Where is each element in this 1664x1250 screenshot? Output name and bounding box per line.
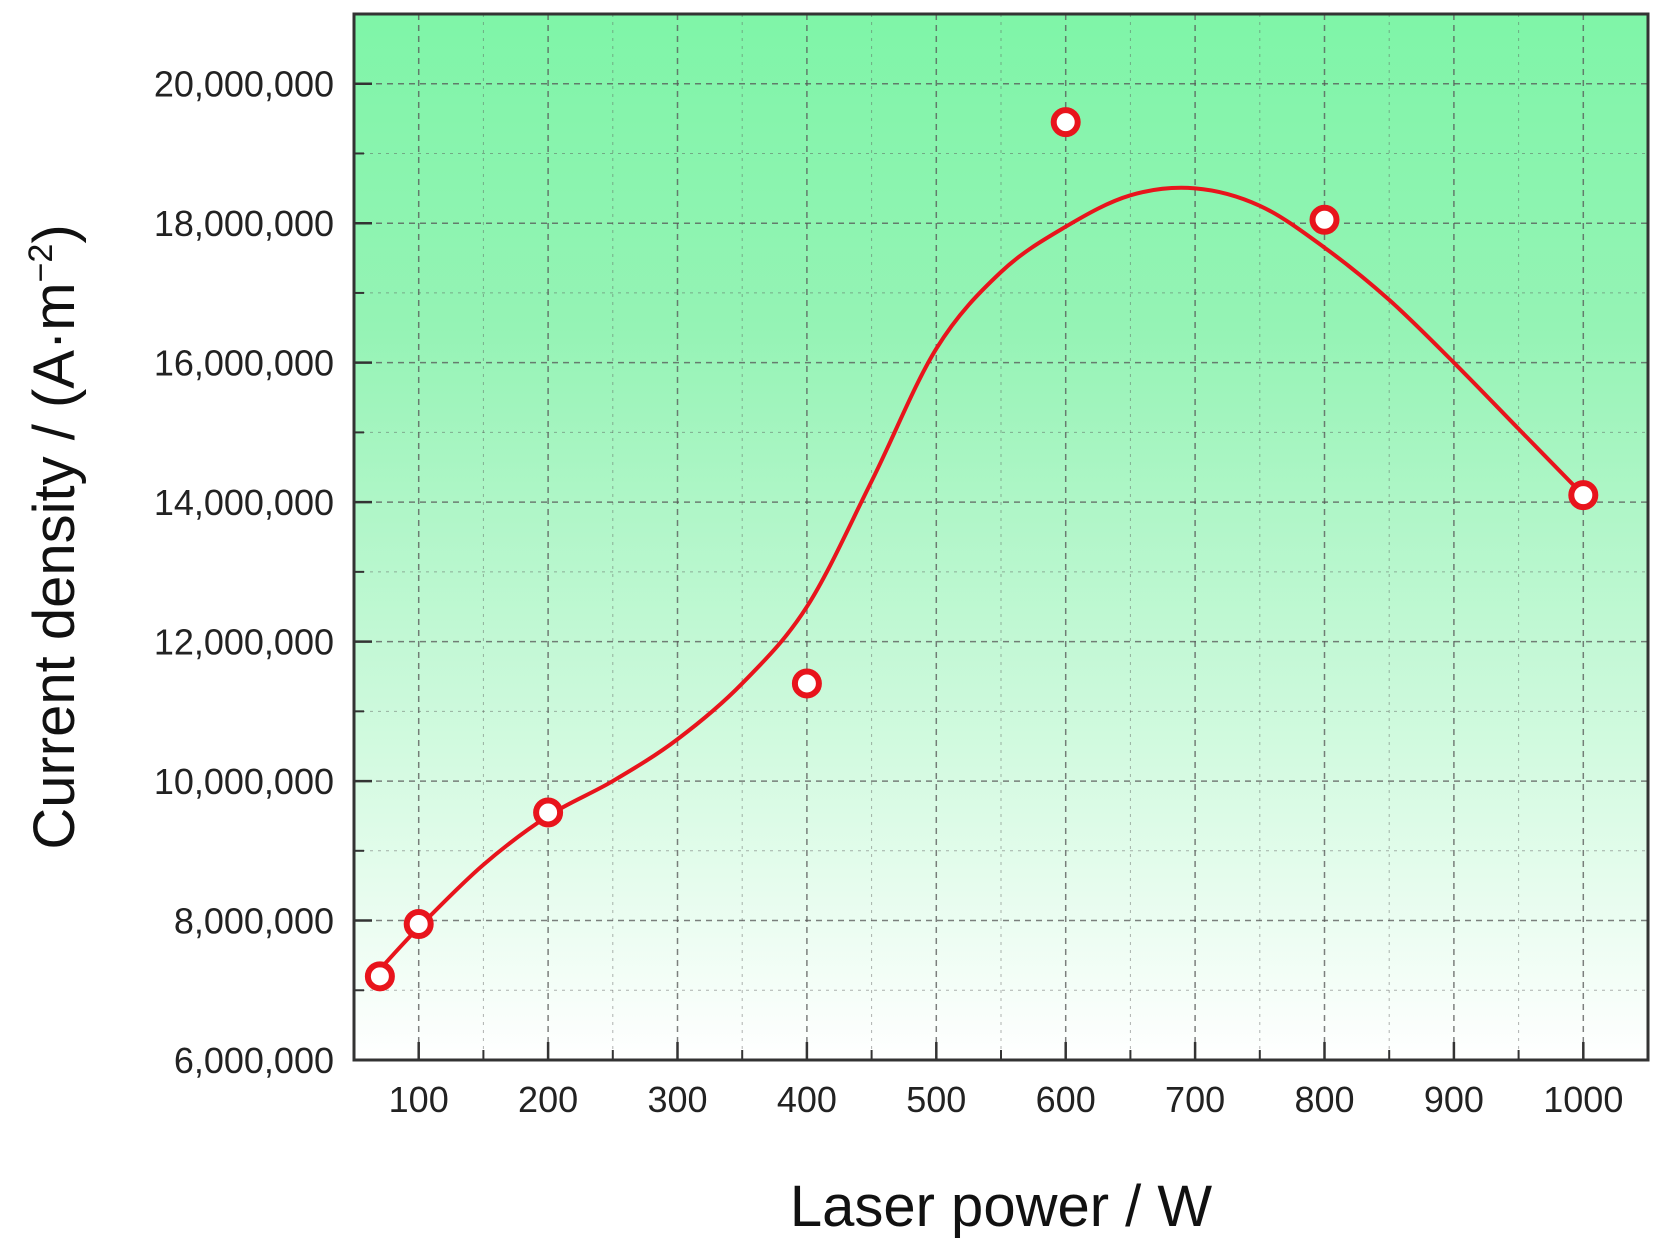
- y-tick-label: 18,000,000: [154, 203, 334, 244]
- x-tick-label: 600: [1036, 1079, 1096, 1120]
- x-tick-label: 300: [647, 1079, 707, 1120]
- x-tick-label: 500: [906, 1079, 966, 1120]
- x-tick-label: 900: [1424, 1079, 1484, 1120]
- y-tick-label: 16,000,000: [154, 343, 334, 384]
- y-tick-label: 6,000,000: [174, 1040, 334, 1081]
- y-axis-title-main: Current density / (A·m: [22, 282, 87, 849]
- y-tick-label: 12,000,000: [154, 622, 334, 663]
- y-axis-title: Current density / (A·m−2): [22, 224, 87, 849]
- fit-line: [378, 185, 1585, 971]
- y-tick-labels: 6,000,000 8,000,000 10,000,000 12,000,000 14…: [154, 64, 334, 1081]
- data-point: [1309, 204, 1340, 235]
- axis-ticks: [354, 82, 1585, 1062]
- x-tick-label: 200: [518, 1079, 578, 1120]
- x-tick-label: 1000: [1543, 1079, 1623, 1120]
- y-tick-label: 20,000,000: [154, 64, 334, 105]
- y-axis-title-superscript: −2: [22, 244, 60, 283]
- data-point: [1050, 107, 1081, 138]
- x-tick-label: 400: [777, 1079, 837, 1120]
- plot-frame: [352, 12, 1650, 1062]
- fit-line-layer: [378, 185, 1585, 971]
- y-axis-title-close: ): [22, 224, 87, 243]
- x-tick-label: 700: [1165, 1079, 1225, 1120]
- plot-background: [354, 14, 1648, 1060]
- y-tick-label: 8,000,000: [174, 901, 334, 942]
- y-tick-label: 10,000,000: [154, 761, 334, 802]
- data-point: [364, 961, 395, 992]
- data-point: [1568, 480, 1599, 511]
- x-tick-label: 800: [1294, 1079, 1354, 1120]
- y-tick-label: 14,000,000: [154, 482, 334, 523]
- marker-layer: [364, 107, 1599, 992]
- x-axis-title: Laser power / W: [790, 1174, 1213, 1239]
- data-point: [403, 909, 434, 940]
- data-point: [791, 668, 822, 699]
- x-tick-labels: 100 200 300 400 500 600 700 800 900 1000: [389, 1079, 1624, 1120]
- data-point: [533, 797, 564, 828]
- x-tick-label: 100: [389, 1079, 449, 1120]
